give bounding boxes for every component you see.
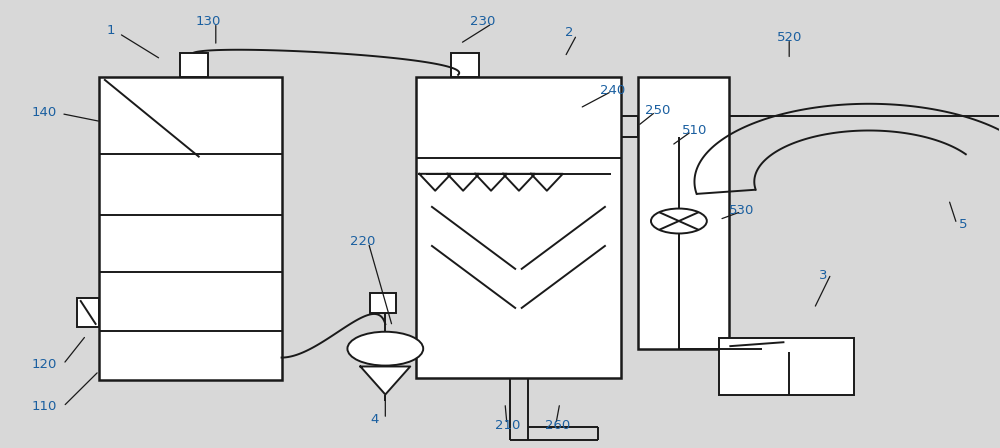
Bar [416,77,621,378]
Text: 140: 140 [31,106,57,119]
Text: 250: 250 [645,104,670,117]
Text: 240: 240 [600,84,625,97]
Text: 210: 210 [495,419,520,432]
Bar [451,52,479,77]
Text: 510: 510 [681,124,707,137]
Bar [180,52,208,77]
Text: 130: 130 [196,15,221,28]
Text: 520: 520 [777,30,803,43]
Text: 120: 120 [31,358,57,371]
Text: 110: 110 [31,400,57,413]
Bar [638,77,729,349]
Text: 3: 3 [819,269,828,282]
Text: 4: 4 [370,414,379,426]
Text: 530: 530 [729,204,755,217]
Bar [370,293,396,313]
Text: 220: 220 [350,235,376,248]
Text: 5: 5 [959,217,967,231]
Circle shape [347,332,423,366]
Bar [99,77,282,380]
Bar [719,337,854,396]
Text: 230: 230 [470,15,495,28]
Circle shape [651,209,707,233]
Text: 2: 2 [565,26,573,39]
Text: 260: 260 [545,419,570,432]
Polygon shape [360,366,410,395]
Text: 1: 1 [106,24,115,37]
Bar [77,298,99,327]
